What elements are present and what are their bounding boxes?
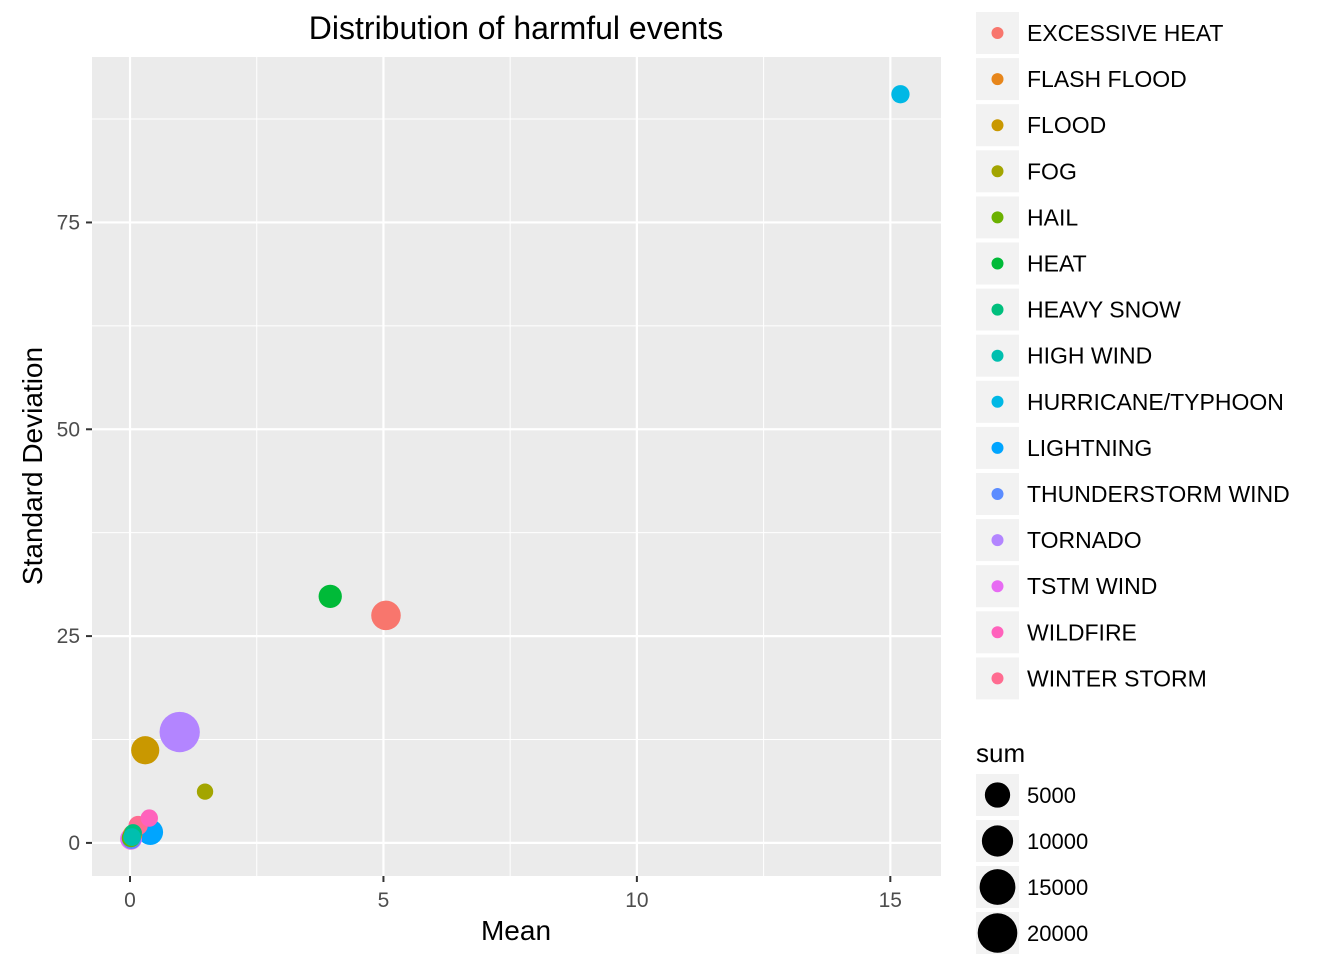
legend-item: THUNDERSTORM WIND	[976, 473, 1290, 515]
size-legend-label: 20000	[1027, 921, 1088, 946]
size-legend-label: 15000	[1027, 875, 1088, 900]
data-point-tornado	[159, 711, 200, 753]
legend-swatch	[991, 534, 1004, 547]
size-legend-title: sum	[976, 738, 1025, 768]
legend-label: HEAT	[1027, 251, 1087, 277]
legend-swatch	[991, 488, 1004, 500]
axis-ticks	[86, 221, 892, 882]
x-tick-label: 10	[625, 889, 648, 912]
legend-swatch	[991, 580, 1004, 593]
x-tick-label: 0	[124, 889, 136, 912]
x-axis-title: Mean	[481, 915, 551, 946]
size-legend-item: 10000	[976, 820, 1088, 862]
y-tick-label: 0	[68, 832, 80, 855]
minor-gridlines	[92, 57, 941, 876]
legend-label: HURRICANE/TYPHOON	[1027, 389, 1284, 415]
x-tick-label: 5	[378, 889, 390, 912]
legend-swatch	[991, 303, 1004, 316]
plot-panel	[92, 57, 941, 876]
size-legend-swatch	[979, 869, 1016, 905]
legend-label: HAIL	[1027, 204, 1078, 230]
legend-swatch	[991, 626, 1004, 639]
legend-label: FOG	[1027, 158, 1077, 184]
size-legend-label: 5000	[1027, 783, 1076, 808]
legend-item: EXCESSIVE HEAT	[976, 12, 1223, 54]
data-point-excessive-heat	[371, 600, 401, 631]
legend-label: THUNDERSTORM WIND	[1027, 481, 1290, 507]
legend-item: WILDFIRE	[976, 611, 1137, 654]
legend-item: TORNADO	[976, 519, 1142, 562]
data-point-heat	[318, 584, 342, 609]
legend-swatch	[991, 165, 1004, 178]
legend-label: HEAVY SNOW	[1027, 297, 1181, 323]
legend-item: HURRICANE/TYPHOON	[976, 380, 1284, 423]
legend-swatch	[991, 257, 1004, 270]
y-tick-label: 25	[57, 625, 80, 648]
legend-item: HEAT	[976, 242, 1087, 285]
y-tick-label: 75	[57, 211, 80, 234]
data-points	[120, 85, 910, 850]
size-legend-label: 10000	[1027, 829, 1088, 854]
legend-label: EXCESSIVE HEAT	[1027, 20, 1223, 46]
legend-item: HEAVY SNOW	[976, 288, 1181, 331]
legend-label: WINTER STORM	[1027, 665, 1207, 691]
legend-item: TSTM WIND	[976, 565, 1157, 608]
data-point-hurricane-typhoon	[891, 85, 910, 104]
legend-label: HIGH WIND	[1027, 343, 1152, 369]
data-point-flood	[131, 736, 160, 765]
size-legend-swatch	[984, 782, 1011, 808]
size-legend-item: 15000	[976, 866, 1088, 908]
color-legend: EXCESSIVE HEAT FLASH FLOOD FLOOD FOG HAIL HEA…	[976, 12, 1290, 700]
legend-item: HIGH WIND	[976, 334, 1152, 377]
y-axis-title: Standard Deviation	[17, 347, 48, 585]
legend-swatch	[991, 73, 1004, 86]
size-legend-swatch	[981, 825, 1014, 857]
data-point-wildfire	[140, 809, 158, 827]
axis-tick-labels: 0 5 10 15 0 25 50 75	[57, 211, 902, 912]
x-tick-label: 15	[879, 889, 902, 912]
legend-swatch	[991, 395, 1004, 408]
legend-item: WINTER STORM	[976, 657, 1207, 700]
data-point-fog	[196, 783, 214, 800]
legend-swatch	[991, 119, 1004, 132]
legend-label: TORNADO	[1027, 527, 1142, 553]
legend-swatch	[991, 27, 1004, 39]
major-gridlines	[92, 57, 941, 876]
size-legend-swatch	[977, 913, 1018, 953]
legend-label: FLOOD	[1027, 112, 1106, 138]
size-legend: 5000 10000 15000 20000	[976, 774, 1088, 954]
size-legend-item: 5000	[976, 774, 1076, 816]
legend-swatch	[991, 441, 1004, 454]
legend-swatch	[991, 211, 1004, 224]
legend-label: TSTM WIND	[1027, 573, 1157, 599]
legend-item: HAIL	[976, 196, 1078, 239]
legend-swatch	[991, 672, 1004, 685]
legend-label: WILDFIRE	[1027, 619, 1137, 645]
legend-item: LIGHTNING	[976, 426, 1152, 469]
legend-item: FLASH FLOOD	[976, 58, 1187, 101]
legend-label: LIGHTNING	[1027, 435, 1152, 461]
legend-item: FLOOD	[976, 104, 1106, 147]
chart-title: Distribution of harmful events	[309, 10, 723, 46]
size-legend-item: 20000	[976, 912, 1088, 954]
data-point-high-wind	[123, 828, 141, 846]
legend-swatch	[991, 349, 1004, 362]
legend-item: FOG	[976, 150, 1077, 193]
legend-label: FLASH FLOOD	[1027, 66, 1187, 92]
y-tick-label: 50	[57, 418, 80, 441]
